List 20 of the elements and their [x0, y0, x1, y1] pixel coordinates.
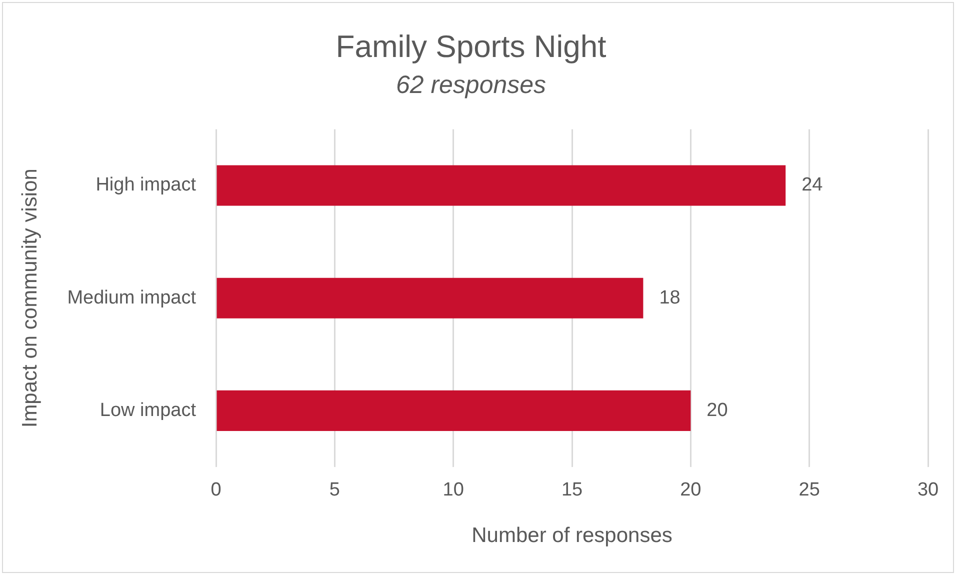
x-tick-label: 5 [329, 480, 340, 501]
data-label: 18 [659, 287, 680, 308]
y-tick-label: Medium impact [67, 287, 197, 308]
x-tick-label: 15 [561, 480, 583, 501]
x-tick-label: 20 [680, 480, 702, 501]
chart-title: Family Sports Night [336, 29, 607, 64]
x-tick-label: 25 [798, 480, 820, 501]
x-tick-label: 0 [210, 480, 222, 501]
bar [216, 390, 691, 431]
x-tick-label: 30 [917, 480, 939, 501]
bar [216, 165, 786, 206]
chart-subtitle: 62 responses [396, 71, 546, 100]
data-label: 20 [706, 400, 728, 421]
x-tick-label: 10 [442, 480, 464, 501]
y-axis-title: Impact on community vision [18, 168, 42, 428]
y-tick-label: High impact [96, 174, 197, 196]
data-label: 24 [802, 174, 824, 196]
bar [216, 278, 644, 318]
y-tick-label: Low impact [100, 400, 197, 421]
x-axis-title: Number of responses [472, 524, 672, 548]
